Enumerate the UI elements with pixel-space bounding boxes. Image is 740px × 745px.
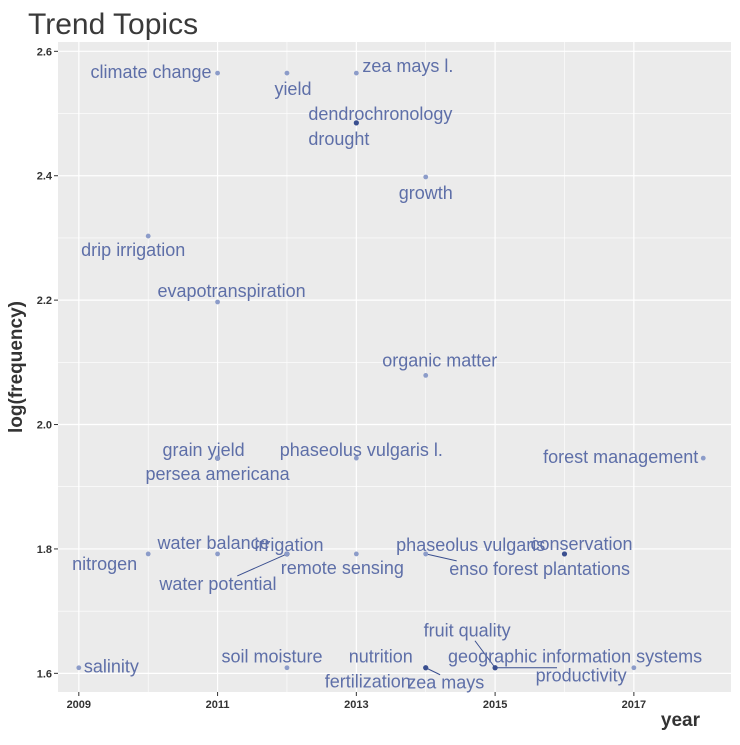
point-label: geographic information systems bbox=[448, 647, 702, 667]
point-label: organic matter bbox=[382, 350, 497, 370]
data-point bbox=[284, 70, 290, 76]
data-point bbox=[145, 551, 151, 557]
point-label: irrigation bbox=[254, 535, 323, 555]
point-labels: climate change yield zea mays l. dendrochro… bbox=[72, 56, 702, 693]
point-label: enso bbox=[449, 559, 488, 579]
label-leader-line bbox=[237, 553, 288, 577]
point-label: forest plantations bbox=[493, 559, 630, 579]
y-tick-label: 2.6 bbox=[37, 46, 52, 58]
point-label: growth bbox=[399, 183, 453, 203]
data-point bbox=[423, 551, 429, 557]
x-tick-label: 2011 bbox=[206, 699, 230, 711]
y-tick-label: 1.6 bbox=[37, 668, 52, 680]
data-point bbox=[353, 455, 359, 461]
point-label: drip irrigation bbox=[81, 240, 185, 260]
x-tick-label: 2013 bbox=[344, 699, 368, 711]
label-leader-line bbox=[425, 667, 441, 676]
point-label: zea mays bbox=[407, 673, 484, 693]
point-label: grain yield bbox=[163, 440, 245, 460]
data-point bbox=[561, 551, 568, 557]
data-point bbox=[423, 665, 429, 671]
data-point bbox=[215, 70, 220, 76]
point-label: zea mays l. bbox=[362, 56, 453, 76]
data-point bbox=[492, 665, 498, 671]
point-label: persea americana bbox=[146, 464, 291, 484]
point-label: water potential bbox=[158, 574, 276, 594]
point-label: forest management bbox=[543, 447, 698, 467]
data-point bbox=[631, 665, 637, 671]
point-label: soil moisture bbox=[221, 647, 322, 667]
data-point bbox=[353, 120, 359, 126]
data-point bbox=[423, 174, 429, 180]
data-point bbox=[284, 551, 290, 557]
x-tick-label: 2009 bbox=[67, 699, 91, 711]
data-point bbox=[284, 665, 290, 671]
point-label: evapotranspiration bbox=[158, 281, 306, 301]
plot-panel bbox=[58, 42, 731, 692]
chart-title: Trend Topics bbox=[28, 8, 198, 41]
data-point bbox=[423, 372, 429, 378]
point-label: remote sensing bbox=[281, 558, 404, 578]
point-label: yield bbox=[274, 79, 311, 99]
point-label: dendrochronology bbox=[308, 104, 452, 124]
point-label: fruit quality bbox=[424, 621, 511, 641]
point-label: phaseolus vulgaris bbox=[396, 535, 545, 555]
point-label: drought bbox=[308, 129, 369, 149]
y-tick-label: 2.2 bbox=[37, 295, 52, 307]
point-label: water balance bbox=[157, 533, 270, 553]
point-label: fertilization bbox=[325, 672, 411, 692]
data-point bbox=[145, 233, 151, 239]
data-point bbox=[700, 455, 706, 461]
data-point bbox=[353, 551, 359, 557]
point-label: phaseolus vulgaris l. bbox=[280, 440, 443, 460]
label-leader-lines bbox=[237, 553, 558, 676]
point-label: nitrogen bbox=[72, 554, 137, 574]
data-points bbox=[76, 70, 706, 671]
data-point bbox=[215, 455, 220, 461]
data-point bbox=[76, 665, 82, 671]
x-axis-title: year bbox=[661, 710, 701, 731]
label-leader-line bbox=[425, 553, 457, 562]
x-tick-label: 2015 bbox=[483, 699, 507, 711]
label-leader-line bbox=[474, 640, 496, 669]
point-label: nutrition bbox=[349, 647, 413, 667]
axis-ticks: 2009 2011 2013 2015 2017 1.6 1.8 2.0 2.2 2.4 2.6 bbox=[37, 46, 646, 711]
y-tick-label: 2.4 bbox=[37, 171, 53, 183]
x-tick-label: 2017 bbox=[622, 699, 646, 711]
y-tick-label: 2.0 bbox=[37, 420, 52, 432]
point-label: climate change bbox=[90, 62, 211, 82]
data-point bbox=[215, 299, 220, 305]
point-label: conservation bbox=[530, 534, 632, 554]
data-point bbox=[215, 551, 220, 557]
y-axis-title: log(frequency) bbox=[6, 301, 27, 433]
point-label: productivity bbox=[536, 666, 627, 686]
grid-lines bbox=[58, 42, 731, 692]
point-label: salinity bbox=[84, 657, 139, 677]
data-point bbox=[353, 70, 359, 76]
y-tick-label: 1.8 bbox=[37, 544, 52, 556]
